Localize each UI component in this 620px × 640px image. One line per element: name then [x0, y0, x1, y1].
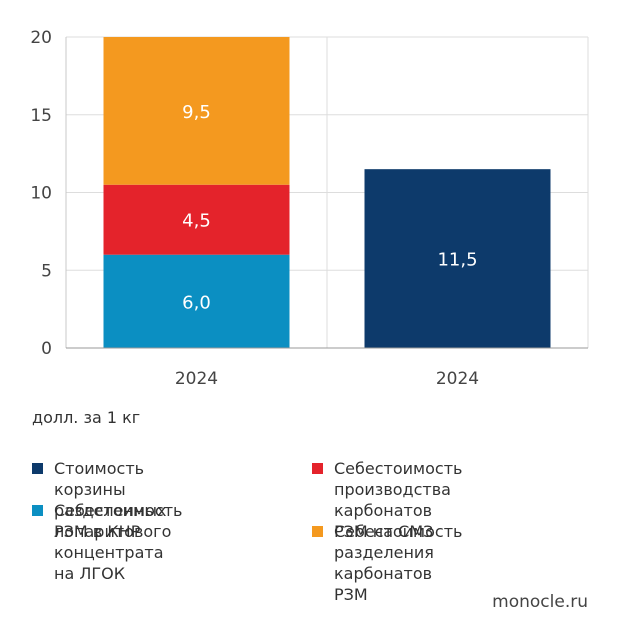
chart-bars: 6,0 4,5 9,5 11,5 — [103, 37, 551, 348]
chart-axes: 0 5 10 15 20 2024 2024 — [30, 28, 588, 389]
legend-label: Себестоимость производства карбонатов РЗ… — [334, 459, 463, 541]
legend-item-carbonates-separation: Себестоимость разделения карбонатов РЗМ — [312, 521, 462, 605]
data-label: 4,5 — [182, 211, 211, 232]
legend-swatch — [312, 463, 323, 474]
source-credit: monocle.ru — [492, 592, 588, 612]
legend-item-carbonates-production: Себестоимость производства карбонатов РЗ… — [312, 458, 462, 542]
data-label: 6,0 — [182, 292, 211, 313]
unit-label: долл. за 1 кг — [32, 408, 141, 427]
y-tick-label: 5 — [41, 261, 52, 281]
x-tick-label: 2024 — [175, 369, 218, 389]
data-label: 11,5 — [437, 250, 477, 271]
y-tick-label: 20 — [30, 28, 52, 48]
legend-item-china-basket: Стоимость корзины разделенных РЗМ в КНР — [32, 458, 166, 542]
bar-chart: 6,0 4,5 9,5 11,5 0 5 10 15 20 2024 2024 — [30, 28, 589, 389]
bar-segment — [103, 254, 290, 348]
y-tick-label: 0 — [41, 339, 52, 359]
x-tick-label: 2024 — [436, 369, 479, 389]
bar-segment — [103, 37, 290, 185]
legend-swatch — [312, 526, 323, 537]
legend-label: Себестоимость лопаритового концентрата н… — [54, 501, 183, 583]
y-tick-label: 10 — [30, 184, 52, 204]
legend-item-loparite-concentrate: Себестоимость лопаритового концентрата н… — [32, 500, 182, 584]
legend-label: Стоимость корзины разделенных РЗМ в КНР — [54, 459, 167, 541]
legend-swatch — [32, 463, 43, 474]
y-tick-label: 15 — [30, 106, 52, 126]
legend-swatch — [32, 505, 43, 516]
bar-segment — [364, 169, 551, 348]
legend-label: Себестоимость разделения карбонатов РЗМ — [334, 522, 463, 604]
data-label: 9,5 — [182, 102, 211, 123]
bar-segment — [103, 184, 290, 255]
